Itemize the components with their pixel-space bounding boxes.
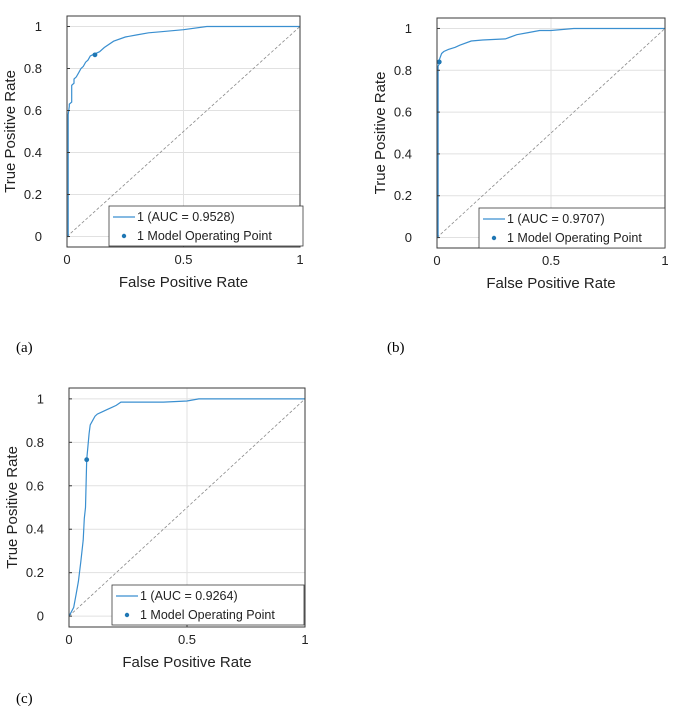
operating-point-marker (84, 457, 90, 463)
legend-entry-operating-point: 1 Model Operating Point (137, 229, 272, 243)
x-tick-label: 0.5 (542, 253, 560, 268)
roc-chart-b: 0 0.5 1 0 0.2 0.4 0.6 0.8 1 False Positive Rate Tr… (341, 0, 682, 359)
operating-point-marker (92, 52, 98, 58)
y-tick-label: 0.8 (24, 61, 42, 76)
roc-chart-c-svg: 0 0.5 1 0 0.2 0.4 0.6 0.8 1 False Positive Rate Tr… (4, 387, 309, 671)
y-tick-label: 1 (37, 391, 44, 406)
roc-chart-b-svg: 0 0.5 1 0 0.2 0.4 0.6 0.8 1 False Positive Rate Tr… (372, 17, 669, 292)
legend-entry-curve: 1 (AUC = 0.9264) (140, 589, 238, 603)
x-axis-label: False Positive Rate (486, 275, 615, 292)
panel-label-b: (b) (387, 340, 405, 356)
legend-box (108, 205, 304, 247)
y-tick-label: 0.4 (24, 145, 42, 160)
x-axis-label: False Positive Rate (119, 274, 248, 291)
y-tick-label: 0.2 (394, 188, 412, 203)
panel-label-a: (a) (16, 340, 33, 356)
x-tick-label: 0.5 (174, 252, 192, 267)
roc-chart-c: 0 0.5 1 0 0.2 0.4 0.6 0.8 1 False Positive Rate Tr… (0, 359, 341, 718)
roc-curve-line (67, 25, 300, 238)
y-axis-label: True Positive Rate (4, 446, 21, 569)
diagonal-reference-line (436, 28, 666, 238)
y-tick-label: 0.6 (394, 105, 412, 120)
legend-marker-swatch (124, 612, 130, 618)
x-tick-label: 0 (433, 253, 440, 268)
y-tick-label: 0 (35, 229, 42, 244)
legend-box (478, 207, 666, 249)
roc-curve-line (68, 398, 305, 617)
x-tick-label: 1 (661, 253, 668, 268)
y-tick-label: 0.4 (394, 146, 412, 161)
y-tick-label: 1 (35, 19, 42, 34)
y-axis-label: True Positive Rate (2, 70, 19, 193)
legend-entry-operating-point: 1 Model Operating Point (507, 231, 642, 245)
legend-marker-swatch (121, 233, 127, 239)
y-tick-label: 1 (405, 21, 412, 36)
y-tick-label: 0.2 (24, 187, 42, 202)
y-tick-label: 0.2 (26, 565, 44, 580)
x-tick-label: 0 (65, 632, 72, 647)
diagonal-reference-line (68, 398, 306, 617)
legend-entry-curve: 1 (AUC = 0.9528) (137, 210, 235, 224)
y-axis-label: True Positive Rate (372, 72, 389, 195)
y-tick-label: 0.8 (394, 63, 412, 78)
roc-chart-a-svg: 0 0.5 1 0 0.2 0.4 0.6 0.8 1 False Positive Rate Tr… (2, 15, 304, 291)
x-tick-label: 1 (301, 632, 308, 647)
x-axis-label: False Positive Rate (122, 654, 251, 671)
legend-entry-curve: 1 (AUC = 0.9707) (507, 212, 605, 226)
y-tick-label: 0.4 (26, 522, 44, 537)
x-tick-label: 1 (296, 252, 303, 267)
y-tick-label: 0.8 (26, 435, 44, 450)
x-tick-label: 0.5 (178, 632, 196, 647)
legend-entry-operating-point: 1 Model Operating Point (140, 608, 275, 622)
legend-marker-swatch (491, 235, 497, 241)
y-tick-label: 0 (37, 609, 44, 624)
roc-chart-a: 0 0.5 1 0 0.2 0.4 0.6 0.8 1 False Positive Rate Tr… (0, 0, 341, 359)
panel-label-c: (c) (16, 691, 33, 707)
y-tick-label: 0.6 (26, 478, 44, 493)
legend-box (111, 584, 305, 626)
y-tick-label: 0.6 (24, 103, 42, 118)
diagonal-reference-line (66, 26, 301, 237)
operating-point-marker (436, 59, 442, 65)
x-tick-label: 0 (63, 252, 70, 267)
y-tick-label: 0 (405, 230, 412, 245)
